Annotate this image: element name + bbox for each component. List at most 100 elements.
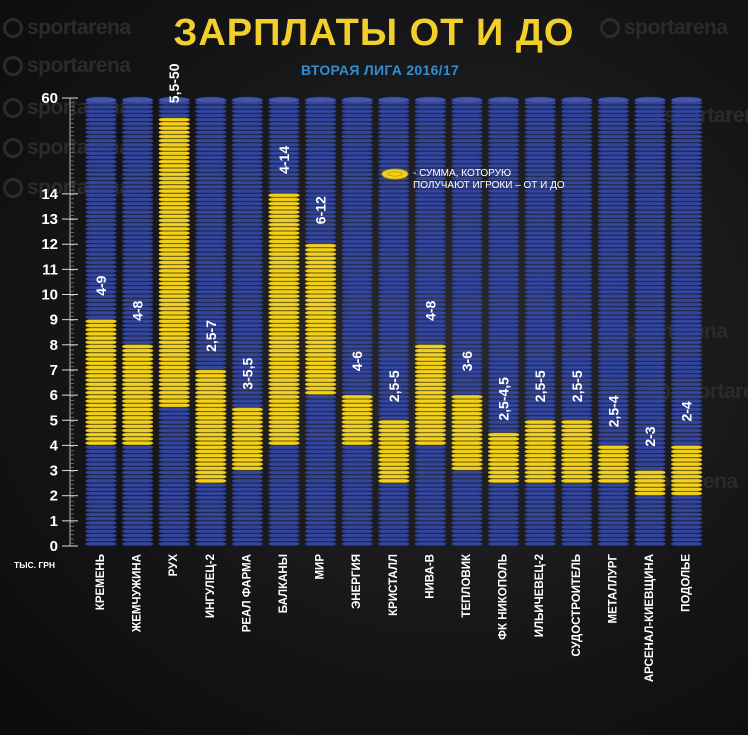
coin-blue bbox=[670, 353, 703, 357]
coin-blue bbox=[85, 479, 117, 483]
coin-yellow bbox=[341, 395, 373, 399]
coin-blue bbox=[121, 134, 154, 139]
coin-blue bbox=[121, 537, 154, 542]
coin-blue bbox=[524, 495, 556, 500]
coin-yellow bbox=[524, 479, 556, 483]
coin-yellow bbox=[121, 390, 154, 395]
coin-blue bbox=[561, 138, 593, 143]
coin-blue bbox=[670, 290, 703, 294]
coin-yellow bbox=[304, 390, 337, 395]
coin-blue bbox=[304, 201, 337, 206]
coin-blue bbox=[378, 491, 410, 496]
coin-yellow bbox=[158, 315, 190, 320]
coin-blue bbox=[231, 294, 264, 299]
coin-blue bbox=[85, 235, 117, 240]
coin-blue bbox=[451, 382, 483, 387]
coin-blue bbox=[195, 130, 227, 135]
coin-blue bbox=[670, 340, 703, 345]
coin-yellow bbox=[487, 445, 520, 450]
coin-yellow bbox=[414, 369, 447, 374]
coin-yellow bbox=[524, 453, 556, 458]
coin-yellow bbox=[158, 327, 190, 332]
coin-yellow bbox=[304, 340, 337, 345]
coin-blue bbox=[524, 176, 556, 181]
coin-blue bbox=[195, 231, 227, 235]
coin-blue bbox=[158, 437, 190, 441]
coin-blue bbox=[341, 264, 373, 269]
coin-blue bbox=[158, 449, 190, 454]
coin-blue bbox=[414, 155, 447, 160]
coin-blue bbox=[561, 483, 593, 488]
coin-blue bbox=[487, 512, 520, 517]
coin-yellow bbox=[121, 437, 154, 441]
coin-yellow bbox=[85, 395, 117, 399]
y-tick-label: 6 bbox=[50, 387, 58, 404]
coin-blue bbox=[670, 294, 703, 299]
coin-yellow bbox=[670, 487, 703, 492]
coin-blue bbox=[597, 386, 630, 391]
coin-blue bbox=[634, 361, 666, 366]
coin-blue bbox=[524, 290, 556, 294]
coin-yellow bbox=[158, 235, 190, 240]
coin-blue bbox=[304, 193, 337, 198]
coin-blue bbox=[231, 542, 264, 546]
coin-blue bbox=[231, 210, 264, 214]
coin-blue bbox=[304, 525, 337, 530]
coin-blue bbox=[524, 487, 556, 492]
coin-blue bbox=[670, 424, 703, 429]
coin-blue bbox=[597, 315, 630, 320]
coin-blue bbox=[597, 235, 630, 240]
category-label: РУХ bbox=[168, 554, 180, 577]
coin-top bbox=[268, 96, 300, 104]
coin-blue bbox=[378, 155, 410, 160]
coin-blue bbox=[670, 243, 703, 248]
coin-blue bbox=[524, 256, 556, 261]
coin-blue bbox=[304, 214, 337, 219]
coin-yellow bbox=[121, 411, 154, 416]
coin-blue bbox=[561, 235, 593, 240]
coin-blue bbox=[670, 218, 703, 223]
coin-yellow bbox=[304, 248, 337, 252]
coin-blue bbox=[341, 294, 373, 299]
coin-yellow bbox=[268, 306, 300, 311]
coin-blue bbox=[524, 197, 556, 202]
coin-blue bbox=[524, 340, 556, 345]
coin-blue bbox=[341, 109, 373, 114]
coin-blue bbox=[634, 218, 666, 223]
coin-blue bbox=[341, 315, 373, 320]
coin-blue bbox=[670, 332, 703, 336]
coin-blue bbox=[378, 344, 410, 349]
category-label: ТЕПЛОВИК bbox=[461, 553, 473, 618]
coin-blue bbox=[341, 126, 373, 130]
coin-blue bbox=[414, 252, 447, 256]
coin-blue bbox=[634, 147, 666, 151]
coin-blue bbox=[634, 189, 666, 193]
coin-blue bbox=[597, 155, 630, 160]
coin-blue bbox=[304, 537, 337, 542]
coin-blue bbox=[85, 138, 117, 143]
coin-blue bbox=[304, 542, 337, 546]
coin-blue bbox=[195, 117, 227, 122]
coin-blue bbox=[597, 327, 630, 332]
coin-blue bbox=[524, 508, 556, 513]
coin-yellow bbox=[85, 437, 117, 441]
coin-blue bbox=[524, 227, 556, 231]
coin-blue bbox=[121, 122, 154, 126]
coin-blue bbox=[414, 340, 447, 345]
coin-blue bbox=[195, 319, 227, 324]
coin-blue bbox=[670, 235, 703, 240]
coin-blue bbox=[378, 416, 410, 420]
coin-blue bbox=[597, 197, 630, 202]
coin-yellow bbox=[158, 218, 190, 223]
coin-blue bbox=[85, 264, 117, 269]
coin-yellow bbox=[561, 432, 593, 437]
coin-blue bbox=[341, 521, 373, 525]
coin-yellow bbox=[341, 407, 373, 412]
coin-blue bbox=[597, 164, 630, 168]
coin-blue bbox=[597, 218, 630, 223]
coin-yellow bbox=[195, 420, 227, 425]
coin-blue bbox=[304, 130, 337, 135]
coin-blue bbox=[195, 357, 227, 362]
coin-blue bbox=[231, 218, 264, 223]
coin-blue bbox=[414, 323, 447, 328]
